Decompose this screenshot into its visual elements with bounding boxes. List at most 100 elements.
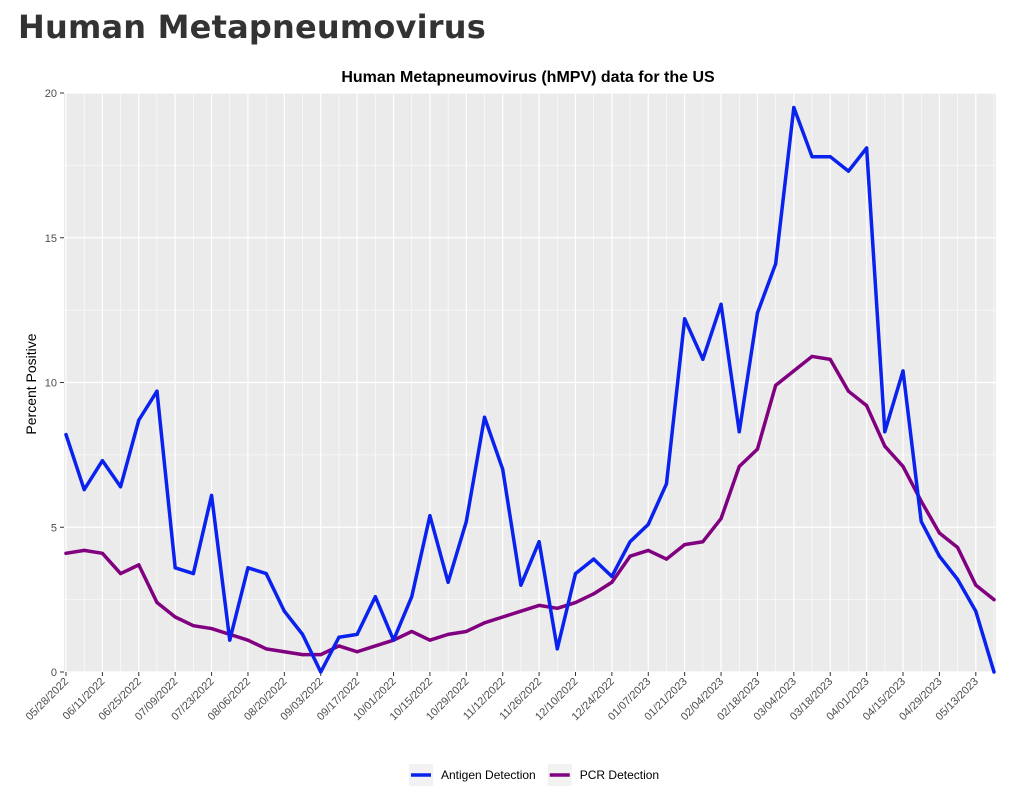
data-point (118, 485, 123, 489)
data-point (519, 583, 523, 587)
data-point (592, 592, 596, 596)
data-point (810, 354, 814, 359)
data-point (537, 540, 541, 544)
data-point (319, 653, 323, 657)
series-line-pcr-detection (64, 354, 996, 657)
x-axis-ticks: 05/28/202206/11/202206/25/202207/09/2022… (24, 672, 981, 723)
data-point (719, 302, 723, 306)
series-line-antigen-detection (64, 105, 996, 674)
data-point (537, 603, 541, 608)
data-point (137, 418, 141, 422)
data-point (883, 430, 887, 434)
data-point (155, 389, 159, 393)
data-point (337, 644, 341, 648)
data-point (755, 447, 760, 451)
data-point (792, 105, 796, 110)
page-heading: Human Metapneumovirus (18, 8, 486, 46)
data-point (737, 430, 741, 434)
data-point (573, 571, 578, 576)
data-point (755, 311, 760, 315)
data-point (410, 629, 414, 634)
data-point (937, 554, 942, 558)
y-tick-label: 5 (51, 522, 57, 534)
data-point (446, 580, 450, 584)
data-point (792, 369, 796, 373)
data-point (701, 540, 705, 544)
data-point (810, 155, 814, 159)
series-lines (64, 105, 996, 674)
data-point (501, 467, 505, 471)
data-point (828, 357, 832, 361)
data-point (482, 621, 487, 625)
data-point (956, 545, 960, 550)
data-point (391, 638, 396, 642)
y-tick-label: 15 (45, 233, 57, 245)
data-point (100, 551, 104, 555)
data-point (573, 600, 578, 605)
legend: Antigen Detection PCR Detection (409, 764, 659, 786)
data-point (774, 262, 778, 266)
data-point (865, 146, 869, 150)
data-point (646, 548, 650, 553)
data-point (919, 519, 923, 524)
data-point (664, 482, 669, 486)
data-point (774, 383, 778, 387)
data-point (883, 444, 887, 448)
data-point (428, 638, 432, 642)
data-point (355, 632, 359, 636)
data-point (610, 574, 614, 579)
data-point (992, 670, 996, 674)
data-point (428, 514, 432, 518)
grid-lines (64, 92, 996, 673)
data-point (701, 357, 705, 361)
data-point (82, 548, 86, 553)
data-point (846, 169, 851, 173)
data-point (64, 433, 68, 437)
data-point (664, 557, 669, 561)
data-point (519, 609, 523, 613)
data-point (410, 595, 414, 599)
data-point (482, 415, 487, 419)
data-point (337, 635, 341, 639)
data-point (956, 577, 960, 581)
data-point (264, 571, 268, 576)
data-point (373, 644, 377, 648)
data-point (683, 317, 687, 321)
data-point (100, 459, 104, 463)
y-axis-label: Percent Positive (23, 333, 39, 434)
data-point (264, 647, 268, 651)
data-point (464, 519, 468, 524)
data-point (501, 615, 505, 619)
data-point (82, 488, 86, 492)
data-point (282, 609, 286, 613)
y-axis-ticks: 0 5 10 15 20 (45, 88, 64, 679)
data-point (737, 464, 741, 469)
data-point (974, 583, 978, 587)
data-point (209, 626, 214, 631)
y-tick-label: 0 (51, 667, 57, 679)
data-point (901, 464, 905, 469)
data-point (373, 595, 377, 599)
data-point (118, 571, 123, 576)
data-point (446, 632, 450, 636)
data-point (300, 653, 305, 657)
data-point (209, 493, 214, 498)
data-point (901, 369, 905, 373)
data-point (246, 566, 250, 570)
data-point (319, 670, 323, 674)
data-point (628, 540, 632, 544)
data-point (592, 557, 596, 561)
data-point (64, 551, 68, 555)
data-point (555, 647, 559, 651)
data-point (191, 624, 195, 628)
data-point (646, 522, 650, 526)
data-point (610, 580, 614, 584)
data-point (683, 543, 687, 547)
data-point (355, 650, 359, 654)
data-point (828, 155, 832, 159)
legend-label: PCR Detection (580, 768, 659, 782)
y-tick-label: 10 (45, 378, 57, 390)
data-point (300, 632, 305, 636)
data-point (628, 554, 632, 558)
data-point (282, 650, 286, 654)
